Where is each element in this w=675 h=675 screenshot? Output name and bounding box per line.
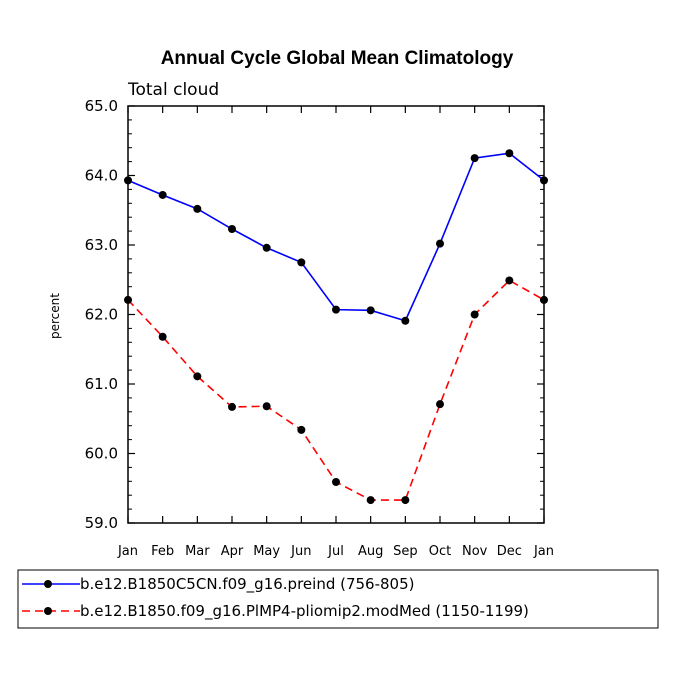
data-point [401, 496, 410, 505]
y-tick-label: 59.0 [85, 514, 118, 532]
chart-subtitle: Total cloud [127, 80, 219, 100]
x-tick-label: Jun [290, 544, 311, 559]
data-point [262, 243, 271, 252]
y-tick-label: 61.0 [85, 375, 118, 393]
y-tick-label: 62.0 [85, 306, 118, 324]
data-point [228, 402, 236, 411]
series-line-1 [127, 152, 545, 322]
data-point [470, 310, 479, 319]
plot-frame [127, 105, 545, 524]
data-point [366, 306, 375, 315]
data-point [540, 295, 548, 304]
y-tick-label: 60.0 [85, 445, 118, 463]
data-point [505, 149, 514, 158]
data-point [193, 204, 202, 213]
x-tick-label: Sep [393, 544, 418, 559]
series-group [124, 149, 548, 505]
x-tick-label: May [253, 544, 280, 559]
data-point [297, 425, 306, 434]
data-point [540, 176, 548, 185]
legend: b.e12.B1850C5CN.f09_g16.preind (756-805)… [22, 575, 529, 621]
data-point [436, 400, 444, 409]
x-tick-label: Mar [185, 544, 210, 559]
data-point [193, 372, 202, 381]
y-tick-label: 64.0 [85, 167, 118, 185]
x-tick-label: Feb [151, 544, 174, 559]
data-point [124, 176, 132, 185]
y-tick-label: 63.0 [85, 236, 118, 254]
data-point [158, 190, 167, 199]
x-tick-label: Oct [429, 544, 451, 559]
data-point [470, 154, 479, 163]
data-point [436, 239, 444, 248]
legend-label-2: b.e12.B1850.f09_g16.PlMP4-pliomip2.modMe… [80, 602, 529, 621]
legend-box [17, 569, 659, 629]
data-point [366, 496, 375, 505]
x-tick-label: Apr [221, 544, 244, 559]
x-tick-label: Jan [117, 544, 138, 559]
y-tick-label: 65.0 [85, 97, 118, 115]
chart-title: Annual Cycle Global Mean Climatology [161, 48, 514, 69]
data-point [228, 225, 236, 234]
data-point [158, 332, 167, 341]
legend-label-1: b.e12.B1850C5CN.f09_g16.preind (756-805) [80, 575, 415, 594]
x-tick-label: Jan [533, 544, 554, 559]
data-point [505, 276, 514, 285]
data-point [401, 316, 410, 325]
data-point [332, 477, 340, 486]
axis-ticks: Jan Feb Mar Apr May Jun Jul Aug Sep Oct Nov Dec Jan 5… [85, 97, 554, 559]
data-point [332, 305, 340, 314]
data-point [297, 258, 306, 267]
y-axis-label: percent [48, 293, 62, 339]
legend-marker-1 [44, 580, 52, 588]
data-point [124, 295, 132, 304]
x-tick-label: Nov [462, 544, 488, 559]
x-tick-label: Jul [327, 544, 344, 559]
x-tick-label: Dec [497, 544, 522, 559]
data-point [262, 402, 271, 411]
x-tick-label: Aug [358, 544, 383, 559]
legend-marker-2 [44, 607, 52, 615]
